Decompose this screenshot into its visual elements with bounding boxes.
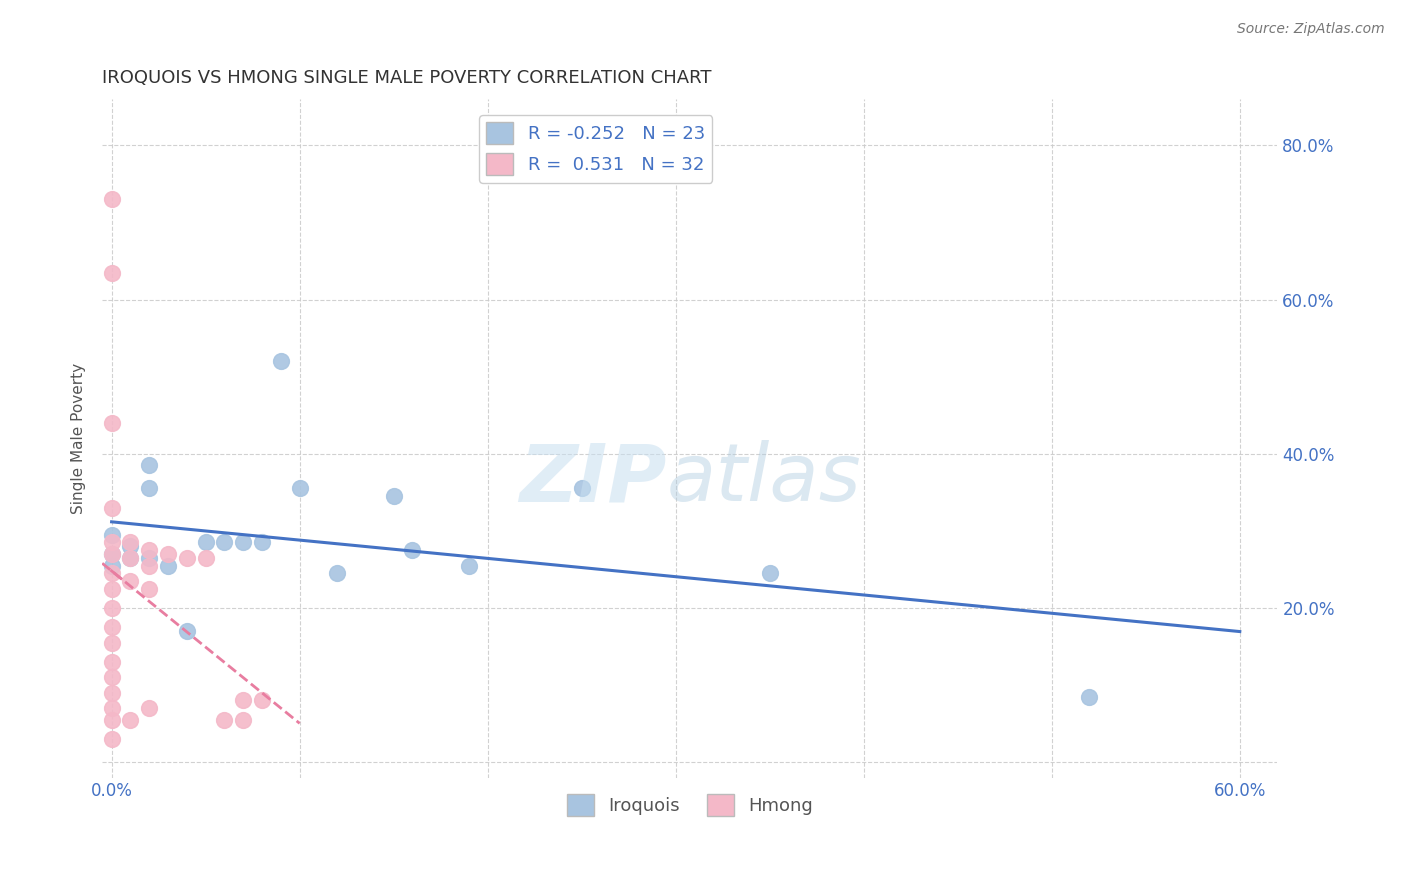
Point [100,193,122,207]
Point [100,566,122,581]
Point [138,701,160,715]
Point [1078,690,1101,704]
Point [100,686,122,700]
Text: IROQUOIS VS HMONG SINGLE MALE POVERTY CORRELATION CHART: IROQUOIS VS HMONG SINGLE MALE POVERTY CO… [103,69,711,87]
Point [401,543,423,558]
Point [100,713,122,727]
Point [100,701,122,715]
Point [100,620,122,634]
Point [157,558,180,573]
Point [382,489,405,503]
Y-axis label: Single Male Poverty: Single Male Poverty [72,363,86,514]
Point [214,713,236,727]
Point [250,693,273,707]
Point [100,670,122,684]
Point [100,416,122,430]
Point [138,458,160,473]
Point [232,693,254,707]
Point [138,550,160,565]
Point [100,731,122,746]
Point [288,482,311,496]
Point [100,582,122,596]
Point [176,624,198,639]
Point [176,550,198,565]
Text: atlas: atlas [666,440,860,518]
Point [194,535,217,549]
Point [120,539,142,553]
Text: Source: ZipAtlas.com: Source: ZipAtlas.com [1237,22,1385,37]
Point [250,535,273,549]
Text: ZIP: ZIP [519,440,666,518]
Point [100,535,122,549]
Point [100,266,122,280]
Point [138,543,160,558]
Point [100,635,122,649]
Point [214,535,236,549]
Point [571,482,593,496]
Point [120,535,142,549]
Point [138,558,160,573]
Point [157,547,180,561]
Point [100,547,122,561]
Legend: Iroquois, Hmong: Iroquois, Hmong [560,787,820,822]
Point [758,566,780,581]
Point [100,547,122,561]
Point [120,574,142,588]
Point [232,713,254,727]
Point [120,550,142,565]
Point [194,550,217,565]
Point [120,550,142,565]
Point [138,582,160,596]
Point [326,566,349,581]
Point [100,527,122,541]
Point [100,601,122,615]
Point [232,535,254,549]
Point [100,500,122,515]
Point [100,558,122,573]
Point [270,354,292,368]
Point [138,482,160,496]
Point [120,713,142,727]
Point [457,558,479,573]
Point [100,655,122,669]
